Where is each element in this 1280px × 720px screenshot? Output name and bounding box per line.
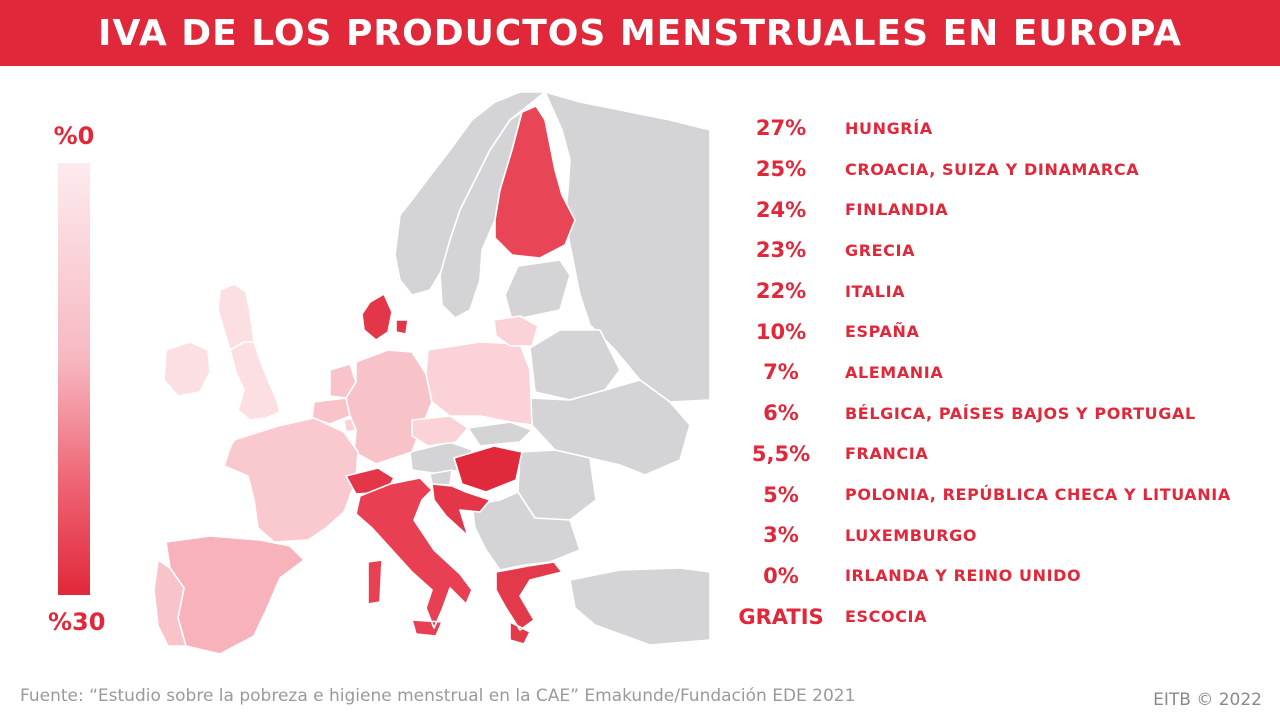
rate-countries: CROACIA, SUIZA Y DINAMARCA — [845, 159, 1140, 179]
rate-value: 22% — [755, 279, 807, 304]
rate-countries: FRANCIA — [845, 444, 929, 464]
map-country-italy — [355, 477, 473, 637]
rate-row: 23% GRECIA — [730, 230, 1270, 271]
rate-value: 10% — [755, 319, 807, 344]
rate-value: 25% — [755, 157, 807, 182]
rate-row: 3% LUXEMBURGO — [730, 515, 1270, 556]
rate-value: 7% — [763, 360, 799, 385]
map-country-hungary — [453, 445, 523, 493]
map-country-denmark — [361, 293, 409, 341]
title-strong: IVA — [98, 12, 168, 54]
rate-row: 6% BÉLGICA, PAÍSES BAJOS Y PORTUGAL — [730, 393, 1270, 434]
map-country-croatia — [431, 483, 491, 537]
vat-rates-list: 27% HUNGRÍA 25% CROACIA, SUIZA Y DINAMAR… — [730, 108, 1270, 637]
map-country-uk — [229, 341, 281, 421]
legend-min-label: %0 — [53, 122, 95, 150]
rate-value: GRATIS — [738, 604, 824, 629]
map-country-germany — [345, 349, 433, 465]
rate-row: 7% ALEMANIA — [730, 352, 1270, 393]
rate-countries: POLONIA, REPÚBLICA CHECA Y LITUANIA — [845, 485, 1231, 505]
map-country-lithuania — [493, 315, 539, 347]
rate-row: 5,5% FRANCIA — [730, 434, 1270, 475]
rate-countries: FINLANDIA — [845, 200, 949, 220]
rate-row: GRATIS ESCOCIA — [730, 596, 1270, 637]
rate-countries: IRLANDA Y REINO UNIDO — [845, 566, 1082, 586]
rate-row: 24% FINLANDIA — [730, 189, 1270, 230]
map-country-spain — [165, 535, 305, 655]
rate-row: 10% ESPAÑA — [730, 311, 1270, 352]
rate-countries: BÉLGICA, PAÍSES BAJOS Y PORTUGAL — [845, 403, 1196, 423]
rate-value: 5% — [763, 482, 799, 507]
map-country-czechia — [411, 415, 469, 447]
map-country-balkans — [471, 491, 581, 571]
map-country-greece — [495, 561, 563, 645]
page-title: IVA DE LOS PRODUCTOS MENSTRUALES EN EURO… — [98, 13, 1182, 54]
rate-value: 23% — [755, 238, 807, 263]
copyright-credit: EITB © 2022 — [1153, 690, 1262, 710]
legend-max-label: %30 — [48, 608, 106, 636]
map-country-slovakia — [467, 421, 533, 447]
map-country-france — [223, 417, 359, 543]
rate-countries: LUXEMBURGO — [845, 525, 978, 545]
rate-row: 27% HUNGRÍA — [730, 108, 1270, 149]
map-country-turkey — [569, 567, 711, 646]
source-note: Fuente: “Estudio sobre la pobreza e higi… — [20, 686, 856, 706]
rate-value: 6% — [763, 401, 799, 426]
rate-value: 27% — [755, 116, 807, 141]
map-country-poland — [425, 341, 533, 426]
rate-countries: ESCOCIA — [845, 607, 928, 627]
rate-row: 22% ITALIA — [730, 271, 1270, 312]
rate-countries: ALEMANIA — [845, 362, 944, 382]
rate-row: 0% IRLANDA Y REINO UNIDO — [730, 556, 1270, 597]
europe-map — [150, 80, 720, 670]
rate-countries: ESPAÑA — [845, 322, 920, 342]
map-country-belgium — [311, 397, 351, 425]
title-banner: IVA DE LOS PRODUCTOS MENSTRUALES EN EURO… — [0, 0, 1280, 66]
legend-color-scale — [58, 163, 90, 595]
rate-value: 24% — [755, 197, 807, 222]
map-country-baltics — [504, 259, 571, 321]
rate-value: 0% — [763, 563, 799, 588]
rate-countries: GRECIA — [845, 240, 916, 260]
rate-countries: ITALIA — [845, 281, 906, 301]
map-country-finland — [494, 105, 576, 259]
rate-countries: HUNGRÍA — [845, 118, 933, 138]
rate-value: 5,5% — [751, 441, 811, 466]
title-rest: DE LOS PRODUCTOS MENSTRUALES EN EUROPA — [167, 12, 1182, 54]
map-country-scotland — [217, 283, 255, 351]
rate-row: 5% POLONIA, REPÚBLICA CHECA Y LITUANIA — [730, 474, 1270, 515]
rate-row: 25% CROACIA, SUIZA Y DINAMARCA — [730, 149, 1270, 190]
map-country-belarus — [529, 329, 621, 401]
rate-value: 3% — [763, 523, 799, 548]
europe-map-svg — [153, 91, 711, 655]
map-country-portugal — [153, 559, 187, 647]
map-country-ireland — [163, 341, 211, 397]
